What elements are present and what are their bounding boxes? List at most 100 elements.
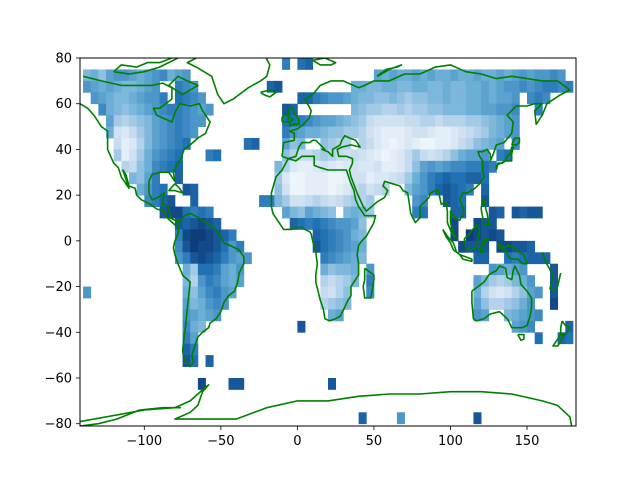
heatmap-cell	[473, 275, 482, 287]
heatmap-cell	[534, 309, 543, 322]
heatmap-cell	[328, 138, 337, 150]
heatmap-cell	[366, 263, 375, 276]
heatmap-cell	[389, 115, 398, 127]
heatmap-cell	[236, 275, 245, 287]
heatmap-cell	[320, 240, 329, 253]
heatmap-cell	[297, 206, 306, 219]
heatmap-cell	[381, 160, 390, 173]
heatmap-cell	[151, 80, 160, 93]
heatmap-cell	[458, 138, 467, 150]
heatmap-cell	[297, 126, 306, 139]
heatmap-cell	[113, 149, 122, 162]
heatmap-cell	[121, 115, 130, 127]
heatmap-cell	[427, 126, 436, 139]
heatmap-cell	[320, 275, 329, 287]
heatmap-cell	[488, 138, 497, 150]
heatmap-cell	[121, 92, 130, 105]
heatmap-cell	[144, 126, 153, 139]
heatmap-cell	[549, 69, 559, 82]
heatmap-cell	[282, 172, 291, 185]
heatmap-cell	[136, 126, 145, 139]
heatmap-cell	[136, 103, 145, 116]
heatmap-cell	[473, 103, 482, 116]
heatmap-cell	[435, 138, 444, 150]
heatmap-cell	[343, 229, 352, 242]
heatmap-cell	[412, 103, 421, 116]
heatmap-cell	[419, 183, 428, 196]
heatmap-cell	[328, 206, 337, 219]
heatmap-cell	[213, 309, 222, 322]
heatmap-cell	[481, 229, 490, 242]
heatmap-cell	[243, 138, 252, 150]
heatmap-cell	[136, 149, 145, 162]
heatmap-cell	[465, 80, 474, 93]
heatmap-cell	[504, 252, 513, 265]
heatmap-cell	[511, 80, 520, 93]
coastlines	[80, 58, 573, 426]
heatmap-cell	[121, 103, 130, 116]
heatmap-cell	[182, 206, 191, 219]
heatmap-cell	[389, 80, 398, 93]
heatmap-cell	[174, 80, 183, 93]
heatmap-cell	[274, 160, 283, 173]
heatmap-cell	[381, 149, 390, 162]
heatmap-cell	[412, 160, 421, 173]
heatmap-cell	[297, 58, 306, 70]
heatmap-cell	[488, 229, 497, 242]
heatmap-cell	[174, 103, 183, 116]
heatmap-cell	[335, 149, 344, 162]
heatmap-cell	[167, 69, 176, 82]
heatmap-cell	[511, 138, 520, 150]
heatmap-cell	[328, 126, 337, 139]
heatmap-cell	[159, 160, 168, 173]
heatmap-cell	[527, 286, 536, 299]
coastline	[80, 384, 573, 426]
heatmap-cell	[511, 69, 520, 82]
heatmap-cell	[197, 252, 206, 265]
heatmap-cell	[473, 149, 482, 162]
heatmap-cell	[481, 138, 490, 150]
heatmap-cell	[465, 69, 474, 82]
heatmap-cell	[450, 195, 459, 207]
heatmap-cell	[381, 92, 390, 105]
heatmap-cell	[504, 275, 513, 287]
heatmap-cell	[481, 80, 490, 93]
heatmap-cell	[549, 80, 559, 93]
heatmap-cell	[197, 378, 206, 390]
heatmap-cell	[305, 160, 314, 173]
heatmap-cell	[320, 252, 329, 265]
heatmap-cell	[213, 240, 222, 253]
heatmap-cell	[435, 149, 444, 162]
heatmap-cell	[465, 183, 474, 196]
heatmap-cell	[312, 126, 321, 139]
heatmap-cell	[549, 286, 559, 299]
coastline	[281, 64, 571, 240]
heatmap-cell	[144, 195, 153, 207]
coastline	[80, 406, 181, 426]
heatmap-cell	[435, 160, 444, 173]
heatmap-cell	[519, 298, 528, 310]
heatmap-cell	[496, 115, 505, 127]
heatmap-cell	[458, 183, 467, 196]
heatmap-cell	[412, 195, 421, 207]
heatmap-cell	[335, 195, 344, 207]
heatmap-cell	[419, 160, 428, 173]
heatmap-cell	[358, 172, 367, 185]
heatmap-cell	[527, 92, 536, 105]
heatmap-cell	[312, 218, 321, 230]
heatmap-cell	[305, 149, 314, 162]
heatmap-cell	[320, 183, 329, 196]
heatmap-cell	[182, 80, 191, 93]
heatmap-cell	[167, 160, 176, 173]
heatmap-cell	[312, 183, 321, 196]
coastline	[552, 333, 565, 347]
heatmap-cell	[320, 149, 329, 162]
heatmap-cell	[159, 103, 168, 116]
heatmap-cell	[159, 126, 168, 139]
heatmap-cell	[320, 160, 329, 173]
heatmap-cell	[297, 195, 306, 207]
heatmap-cell	[213, 149, 222, 162]
heatmap-cell	[504, 298, 513, 310]
heatmap-cell	[488, 286, 497, 299]
heatmap-cell	[136, 138, 145, 150]
